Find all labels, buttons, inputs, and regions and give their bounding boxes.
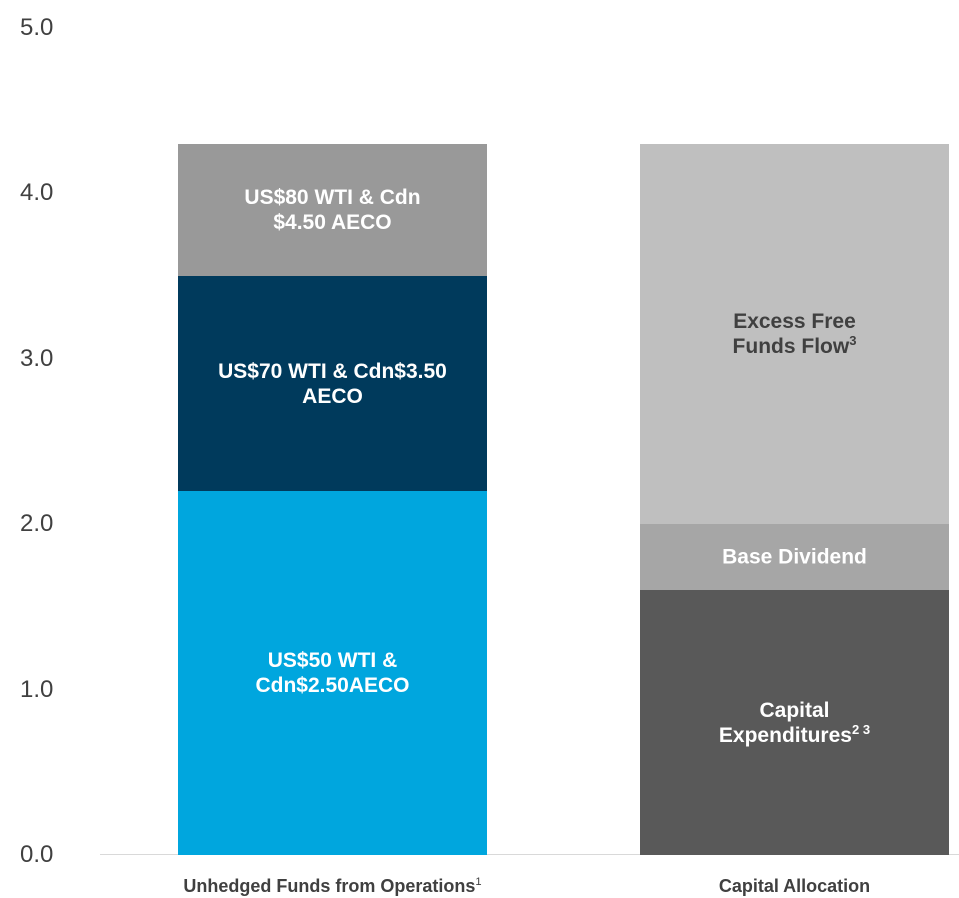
segment-label: US$80 WTI & Cdn $4.50 AECO bbox=[218, 185, 448, 235]
footnote: 1 bbox=[475, 876, 482, 888]
y-tick-label: 1.0 bbox=[20, 675, 54, 703]
y-tick-label: 0.0 bbox=[20, 841, 54, 868]
bar-segment bbox=[178, 143, 487, 277]
category-text: Unhedged Funds from Operations bbox=[183, 876, 476, 896]
x-tick-label: Capital Allocation bbox=[719, 876, 870, 897]
bar-segment bbox=[640, 143, 949, 525]
category-text: Capital Allocation bbox=[718, 876, 871, 896]
segment-label: US$50 WTI & Cdn$2.50AECO bbox=[218, 648, 448, 698]
bar-segment bbox=[178, 276, 487, 492]
footnote: 2 3 bbox=[851, 721, 871, 737]
footnote: 3 bbox=[849, 332, 857, 348]
series-name: US$70 WTI & Cdn$3.50 AECO bbox=[218, 359, 447, 408]
bar-segment bbox=[640, 590, 949, 855]
y-tick-label: 4.0 bbox=[20, 179, 54, 207]
segment-label: Capital Expenditures2 3 bbox=[700, 698, 890, 748]
segment-label: US$70 WTI & Cdn$3.50 AECO bbox=[218, 359, 448, 409]
bar-segment bbox=[640, 524, 949, 591]
y-tick-label: 5.0 bbox=[20, 14, 54, 41]
segment-label: Excess Free Funds Flow3 bbox=[700, 309, 890, 359]
y-tick-label: 3.0 bbox=[20, 344, 54, 372]
series-name: US$80 WTI & Cdn $4.50 AECO bbox=[244, 185, 421, 234]
bar-segment bbox=[178, 491, 487, 855]
series-name: US$50 WTI & Cdn$2.50AECO bbox=[255, 649, 410, 698]
segment-label: Base Dividend bbox=[700, 545, 890, 570]
series-name: Capital Expenditures bbox=[718, 698, 852, 747]
x-tick-label: Unhedged Funds from Operations1 bbox=[183, 876, 481, 897]
series-name: Excess Free Funds Flow bbox=[732, 309, 856, 358]
x-axis-line bbox=[100, 854, 959, 855]
y-tick-label: 2.0 bbox=[20, 510, 54, 538]
series-name: Base Dividend bbox=[722, 545, 867, 569]
